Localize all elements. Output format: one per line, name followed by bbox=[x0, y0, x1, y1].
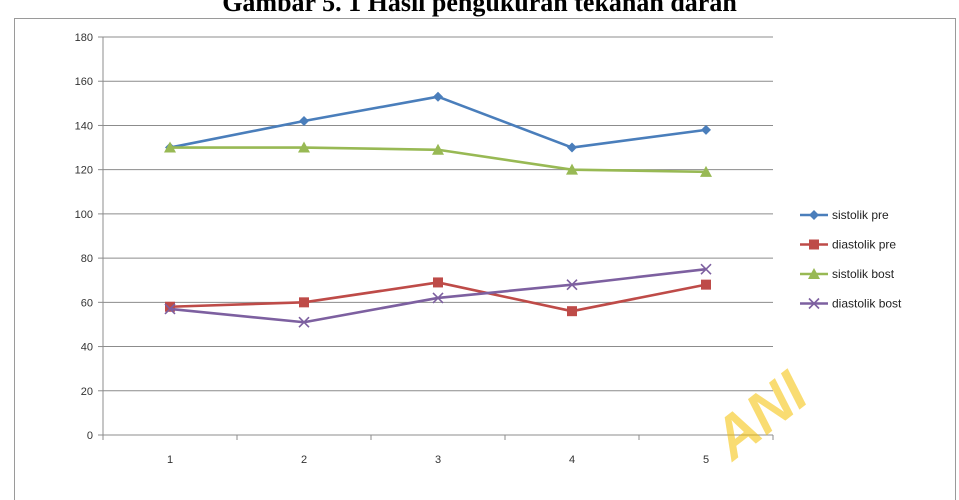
data-point bbox=[165, 301, 175, 312]
y-tick-label: 140 bbox=[75, 120, 93, 132]
series-2 bbox=[165, 277, 711, 317]
legend-label: diastolik pre bbox=[832, 238, 896, 252]
data-point bbox=[700, 263, 712, 275]
legend-label: sistolik bost bbox=[832, 267, 895, 281]
legend-marker bbox=[809, 210, 819, 220]
legend-item: diastolik pre bbox=[800, 238, 896, 252]
chart-frame bbox=[14, 18, 956, 500]
series-3 bbox=[164, 141, 712, 177]
data-point bbox=[566, 279, 578, 291]
data-point bbox=[432, 143, 444, 155]
data-point bbox=[298, 141, 310, 153]
data-point bbox=[433, 277, 443, 288]
axes bbox=[98, 36, 774, 440]
series-4 bbox=[164, 263, 712, 328]
chart-title: Gambar 5. 1 Hasil pengukuran tekanan dar… bbox=[222, 0, 737, 17]
legend-item: sistolik bost bbox=[800, 267, 895, 281]
data-point bbox=[432, 292, 444, 304]
x-tick-label: 1 bbox=[167, 454, 173, 466]
series-line bbox=[169, 267, 707, 324]
gridlines bbox=[103, 36, 773, 392]
data-point bbox=[164, 141, 176, 153]
x-tick-label: 3 bbox=[435, 454, 441, 466]
x-tick-label: 4 bbox=[569, 454, 575, 466]
x-tick-label: 2 bbox=[301, 454, 307, 466]
series-line bbox=[169, 95, 707, 149]
data-point bbox=[701, 279, 711, 290]
legend-label: sistolik pre bbox=[832, 208, 889, 222]
y-tick-labels: 0 20 40 60 80 100 120 140 160 180 bbox=[75, 32, 93, 442]
y-tick-label: 100 bbox=[75, 209, 93, 221]
x-tick-labels: 1 2 3 4 5 bbox=[167, 454, 709, 466]
data-point bbox=[567, 142, 577, 153]
y-tick-label: 20 bbox=[81, 386, 93, 398]
legend: sistolik pre diastolik pre sistolik bost di… bbox=[800, 208, 902, 311]
legend-item: diastolik bost bbox=[800, 297, 902, 311]
data-point bbox=[298, 316, 310, 328]
legend-marker bbox=[809, 239, 819, 250]
y-tick-label: 0 bbox=[87, 430, 93, 442]
series-1 bbox=[165, 91, 711, 153]
series-lines bbox=[164, 91, 712, 328]
data-point bbox=[433, 91, 443, 102]
legend-item: sistolik pre bbox=[800, 208, 889, 222]
legend-marker bbox=[808, 297, 820, 310]
data-point bbox=[164, 303, 176, 315]
legend-label: diastolik bost bbox=[832, 297, 902, 311]
y-tick-label: 120 bbox=[75, 165, 93, 177]
y-tick-label: 160 bbox=[75, 76, 93, 88]
data-point bbox=[700, 165, 712, 177]
data-point bbox=[566, 163, 578, 175]
y-tick-label: 60 bbox=[81, 297, 93, 309]
x-tick-label: 5 bbox=[703, 454, 709, 466]
data-point bbox=[299, 116, 309, 127]
y-tick-label: 180 bbox=[75, 32, 93, 44]
data-point bbox=[567, 306, 577, 317]
y-tick-label: 40 bbox=[81, 342, 93, 354]
data-point bbox=[701, 124, 711, 135]
y-tick-label: 80 bbox=[81, 253, 93, 265]
legend-marker bbox=[808, 268, 820, 279]
data-point bbox=[299, 297, 309, 308]
